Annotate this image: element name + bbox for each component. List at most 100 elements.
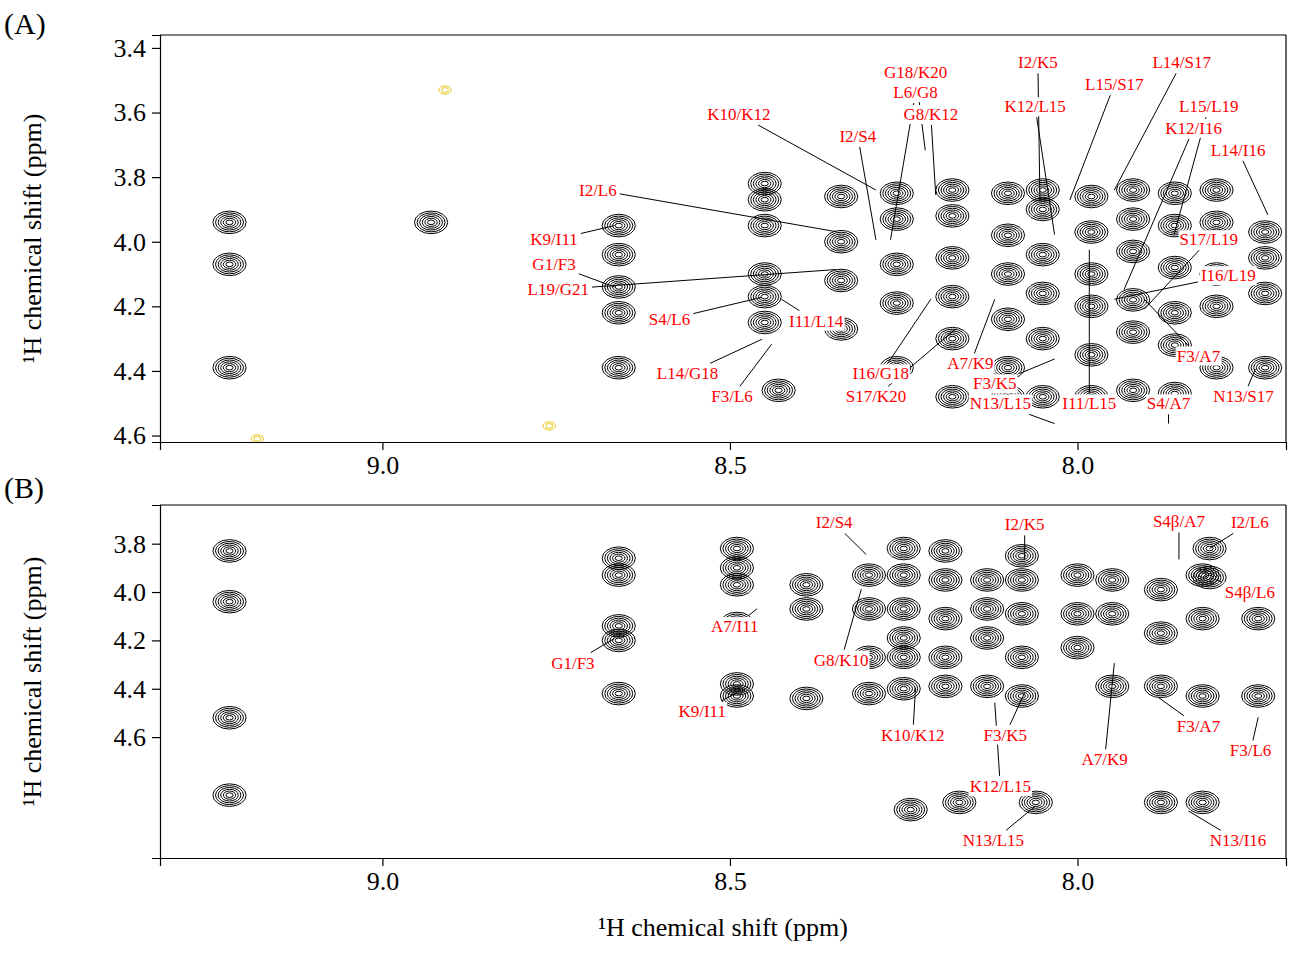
annotation: G8/K10 (813, 651, 870, 670)
contour-level (610, 362, 628, 374)
contour-level (1213, 188, 1220, 193)
label-patch (1179, 230, 1240, 249)
leader-line (1243, 161, 1268, 215)
contour-level (1249, 221, 1282, 244)
contour-level (1213, 304, 1220, 309)
contour-level (1016, 552, 1028, 560)
contour-level (615, 223, 622, 228)
contour-level (1080, 266, 1103, 281)
contour-level (1171, 265, 1178, 270)
x-axis: 9.08.58.0 (161, 442, 1287, 480)
label-patch (962, 831, 1025, 850)
contour-level (897, 800, 925, 819)
contour-level (852, 682, 885, 705)
contour-level (1034, 249, 1052, 261)
contour-level (1026, 327, 1059, 350)
annotation-text: S4/L6 (649, 310, 691, 329)
leader-line (581, 226, 615, 234)
tick-mark (152, 737, 160, 738)
contour-level (1008, 648, 1036, 667)
contour-level (1191, 611, 1214, 626)
contour-level (939, 653, 951, 661)
contour-level (748, 311, 781, 334)
contour-level (1186, 685, 1219, 708)
contour-level (613, 571, 625, 579)
contour-level (1144, 578, 1177, 601)
contour-level (991, 182, 1024, 205)
contour-level (1254, 250, 1277, 265)
contour-level (895, 603, 913, 615)
annotation-text: I2/S4 (816, 513, 853, 532)
contour-level (1254, 286, 1277, 301)
contour-level (723, 575, 751, 594)
contour-level (1200, 295, 1233, 318)
contour-level (1077, 265, 1105, 284)
contour-level (1213, 365, 1220, 370)
contour-level (226, 262, 233, 267)
axis-line (152, 506, 161, 859)
annotation: I2/L6 (1230, 513, 1270, 532)
contour-level (1124, 213, 1142, 225)
contour-level (934, 611, 957, 626)
contour-level (1155, 682, 1167, 690)
contour-level (997, 266, 1020, 281)
contour-level (931, 677, 959, 696)
contour-level (1147, 793, 1175, 812)
contour-level (1205, 299, 1228, 314)
contour-level (1026, 198, 1059, 221)
leader-line (1006, 806, 1035, 830)
annotation-text: A7/K9 (1081, 750, 1127, 769)
label-patch (531, 255, 576, 274)
contour-level (1200, 179, 1233, 202)
tick-label: 3.6 (114, 98, 147, 127)
contour-level (759, 293, 771, 301)
contour-level (1116, 240, 1149, 263)
contour-level (1029, 387, 1057, 406)
contour-level (1256, 252, 1274, 264)
annotation: F3/L6 (1229, 741, 1273, 760)
contour-level (1251, 284, 1279, 303)
contour-level (1122, 383, 1145, 398)
annotation-text: N13/S17 (1213, 387, 1274, 406)
contour-level (605, 245, 633, 264)
contour-level (1171, 191, 1178, 196)
contour-level (1002, 364, 1014, 372)
contour-level (1016, 610, 1028, 618)
contour-level (883, 210, 911, 229)
contour-level (1061, 564, 1094, 587)
annotation: F3/A7 (1176, 347, 1222, 366)
contour-level (1008, 604, 1036, 623)
contour-level (1129, 249, 1136, 254)
tick: 3.8 (114, 163, 161, 192)
contour-level (726, 676, 749, 691)
contour-level (944, 291, 962, 303)
contour-level (733, 566, 740, 571)
contour-level (1251, 248, 1279, 267)
contour-level (221, 596, 239, 608)
contour-level (1122, 244, 1145, 259)
contour-level (1194, 690, 1212, 702)
label-patch (1164, 119, 1223, 138)
contour-level (835, 192, 847, 200)
leader-line (721, 693, 736, 701)
contour-level (949, 214, 956, 219)
contour-level (605, 216, 633, 235)
contour-level (1013, 550, 1031, 562)
contour-level (1026, 243, 1059, 266)
contour-level (1119, 381, 1147, 400)
contour-level (1075, 343, 1108, 366)
tick-mark (152, 689, 160, 690)
contour-level (1101, 572, 1124, 587)
annotation: N13/L15 (969, 394, 1032, 413)
contour-level (832, 275, 850, 287)
contour-level (1034, 204, 1052, 216)
contour-level (981, 605, 993, 613)
x-axis: 9.08.58.0 (161, 858, 1287, 896)
tick-mark (152, 48, 160, 49)
contour-level (775, 388, 782, 393)
contour-level (1069, 608, 1087, 620)
contour-level (602, 276, 635, 299)
contour-level (891, 189, 903, 197)
leader-line (1114, 282, 1198, 299)
tick-mark (152, 371, 160, 372)
